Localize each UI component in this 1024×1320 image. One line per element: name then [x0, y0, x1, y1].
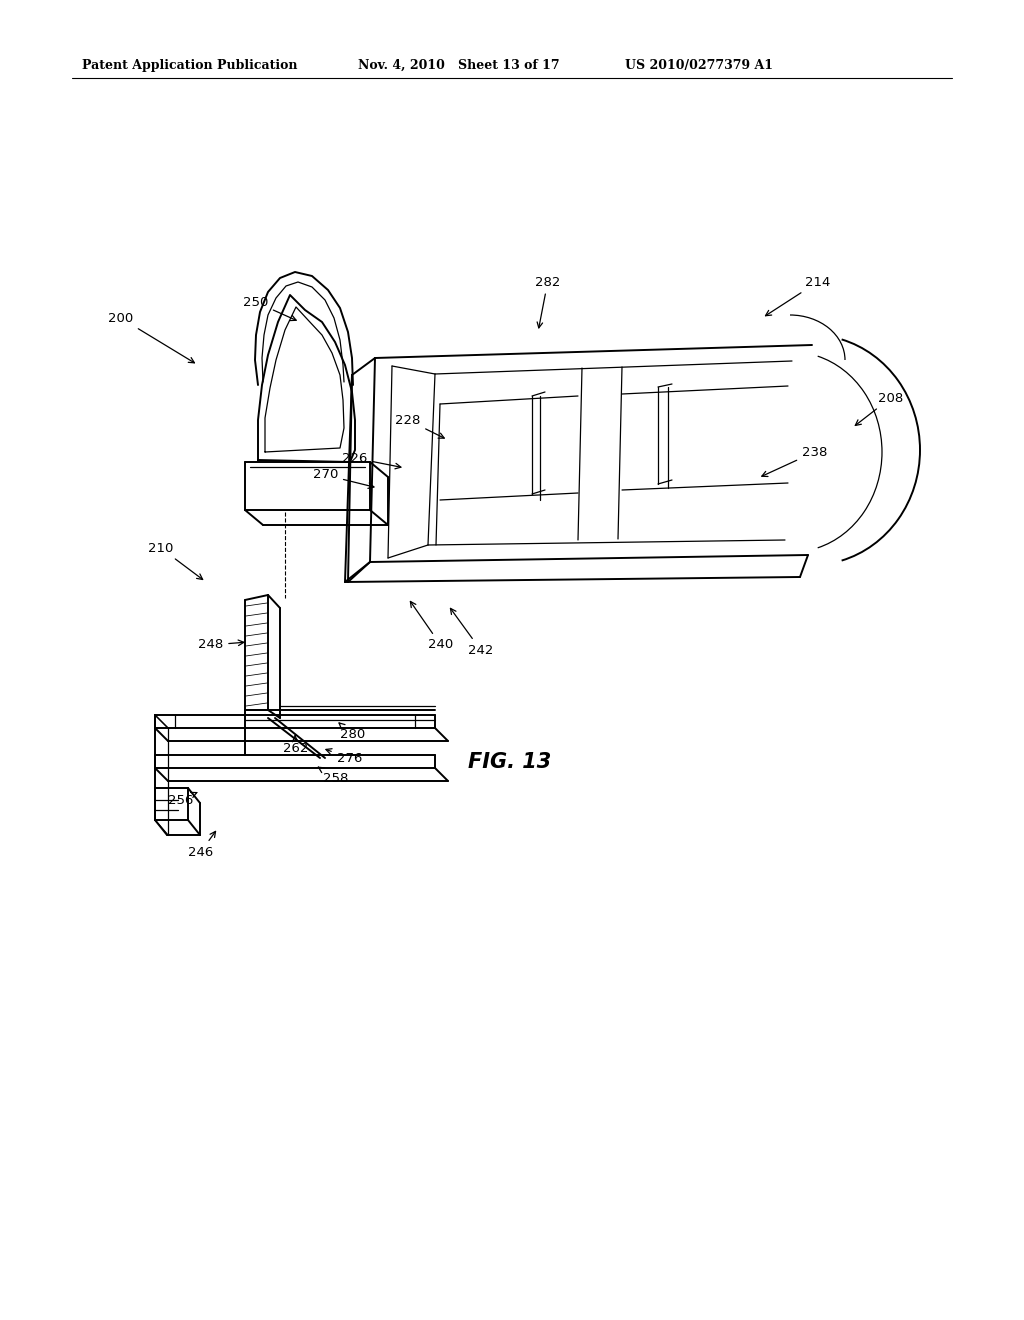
Text: 282: 282 — [535, 276, 560, 327]
Text: 276: 276 — [326, 748, 362, 764]
Text: 270: 270 — [312, 469, 374, 488]
Text: FIG. 13: FIG. 13 — [468, 752, 552, 772]
Text: US 2010/0277379 A1: US 2010/0277379 A1 — [625, 58, 773, 71]
Text: 214: 214 — [766, 276, 830, 315]
Text: 248: 248 — [198, 639, 244, 652]
Text: 210: 210 — [148, 541, 203, 579]
Text: 228: 228 — [395, 413, 444, 438]
Text: Patent Application Publication: Patent Application Publication — [82, 58, 298, 71]
Text: 250: 250 — [243, 296, 296, 321]
Text: 256: 256 — [168, 792, 197, 807]
Text: 238: 238 — [762, 446, 827, 477]
Text: 208: 208 — [855, 392, 903, 425]
Text: 280: 280 — [339, 723, 365, 742]
Text: 262: 262 — [283, 735, 308, 755]
Text: 226: 226 — [342, 451, 401, 469]
Text: 242: 242 — [451, 609, 494, 656]
Text: 200: 200 — [108, 312, 195, 363]
Text: Nov. 4, 2010   Sheet 13 of 17: Nov. 4, 2010 Sheet 13 of 17 — [358, 58, 560, 71]
Text: 246: 246 — [188, 832, 215, 858]
Text: 240: 240 — [411, 602, 454, 652]
Text: 258: 258 — [318, 767, 348, 784]
